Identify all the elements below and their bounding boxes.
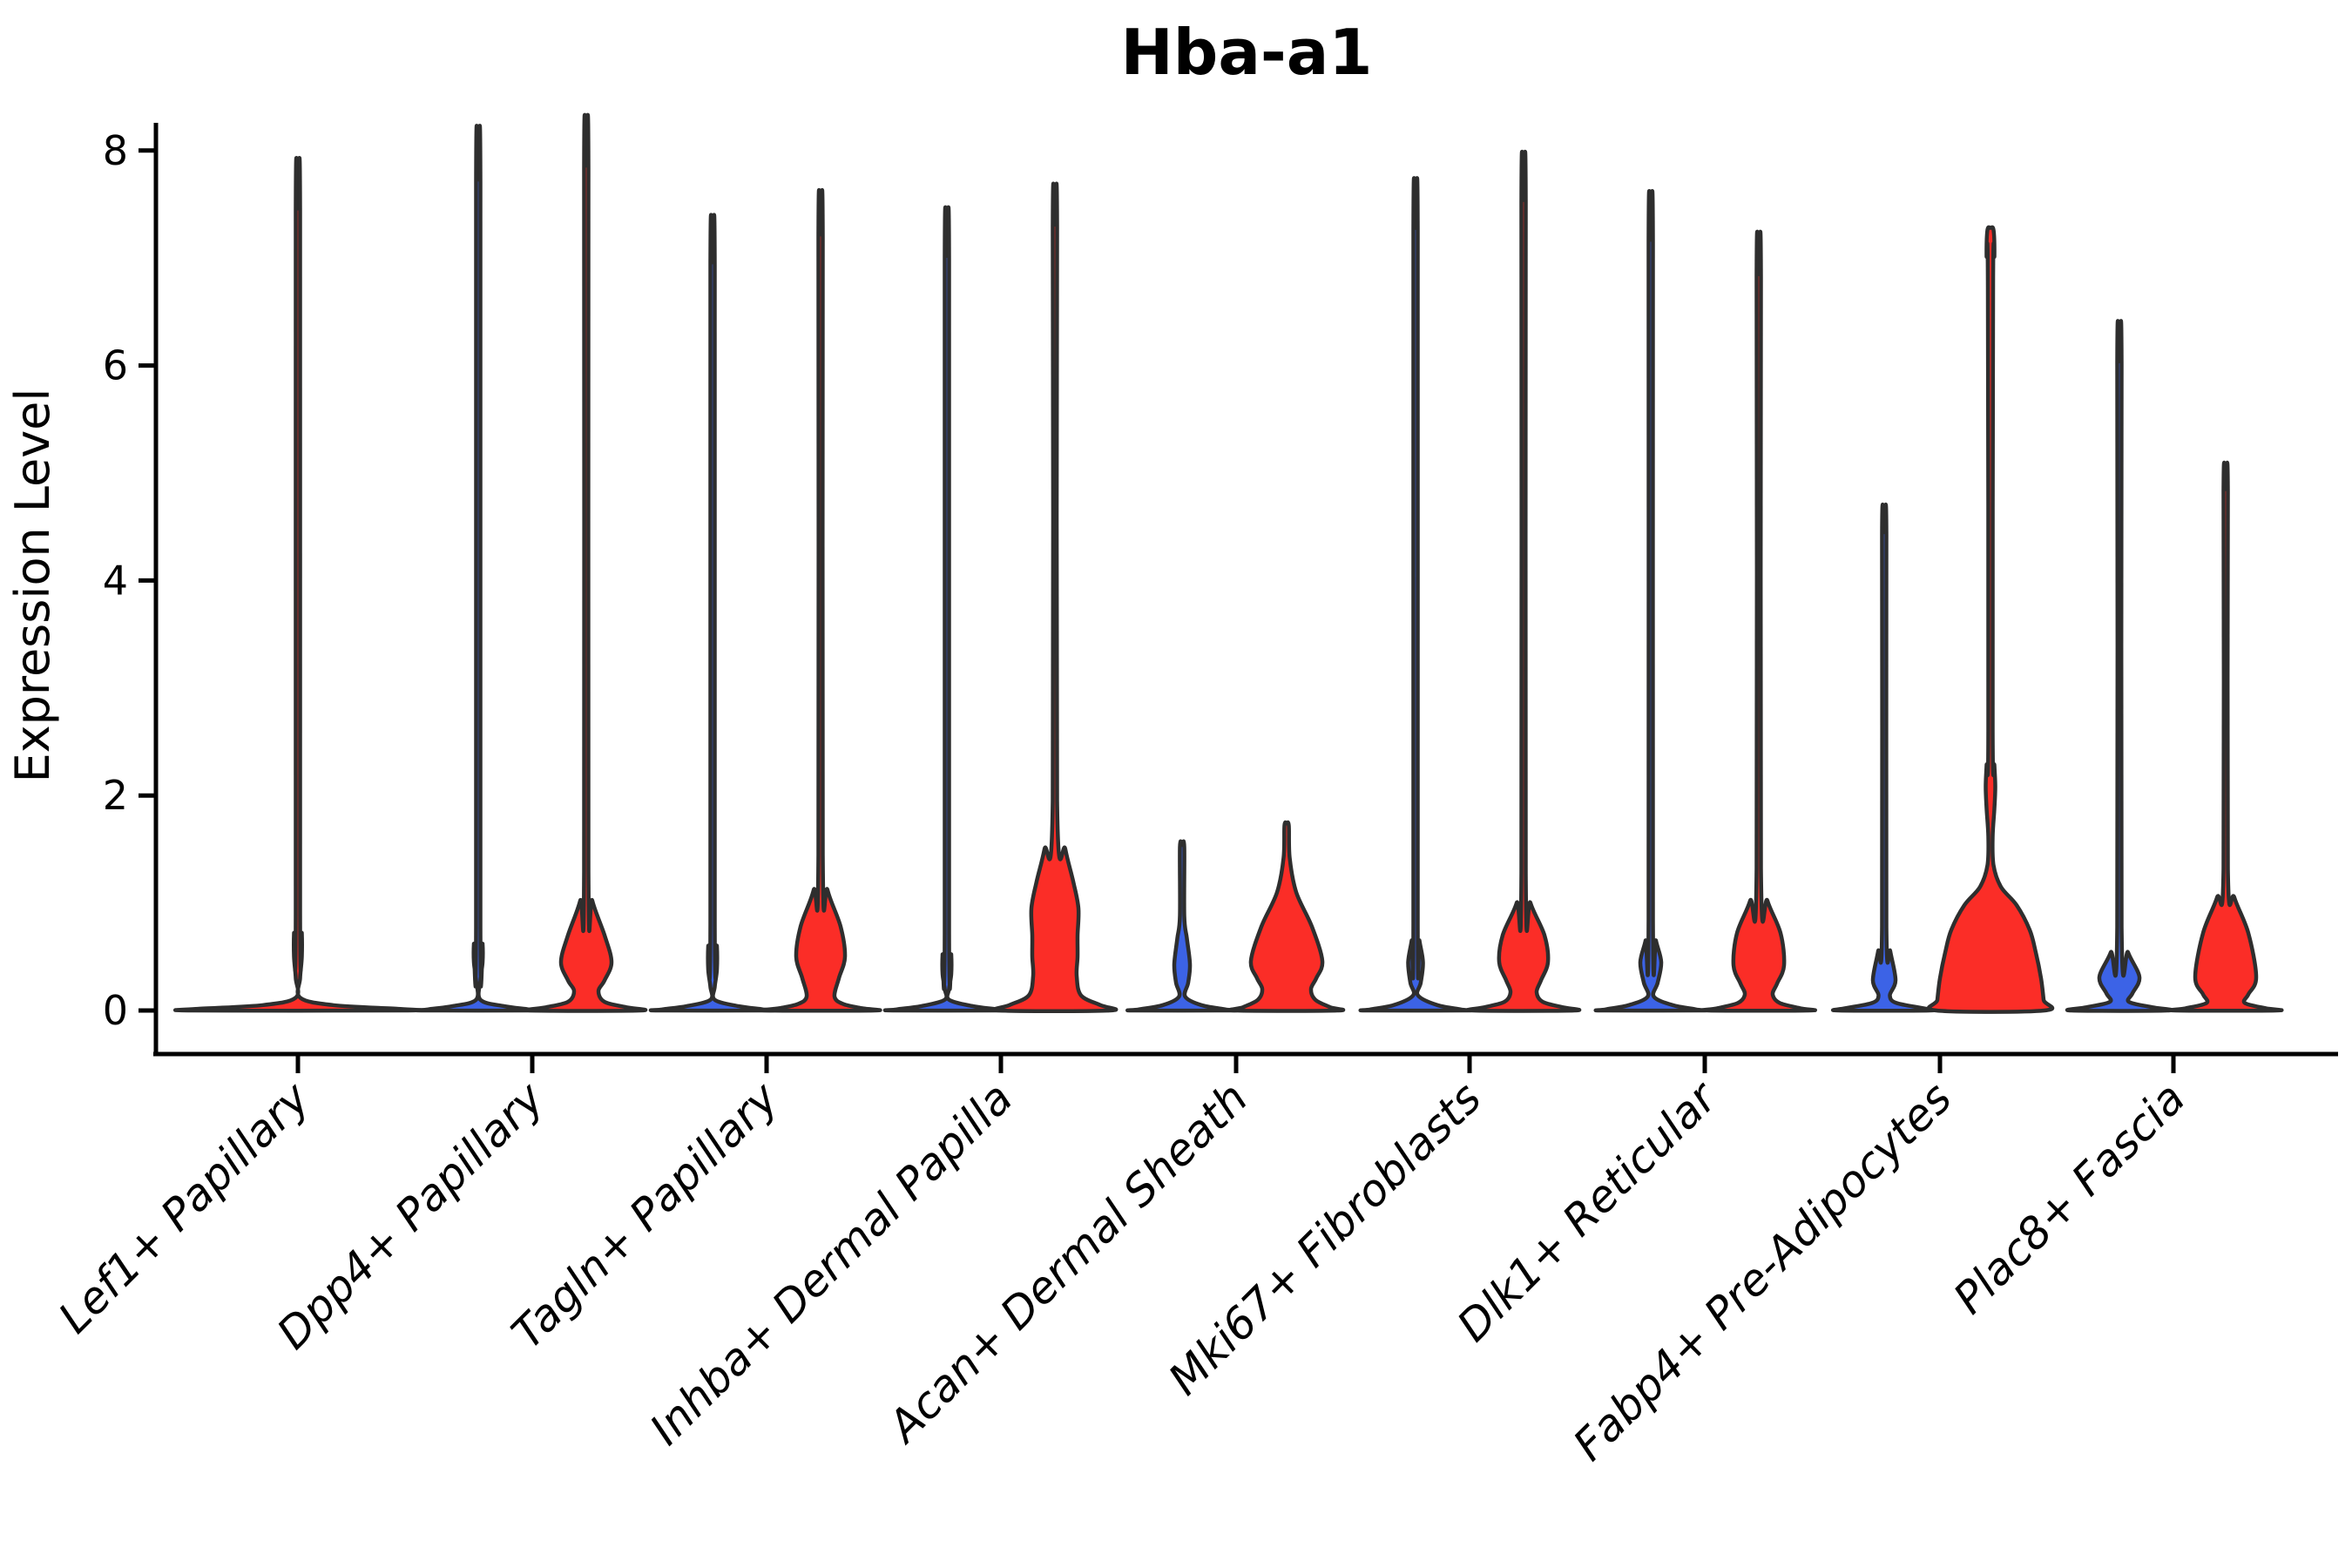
x-tick-label-dlk1-reticular: Dlk1+ Reticular — [1448, 1071, 1728, 1351]
violin-inhba-dermal-papilla-blue — [882, 205, 1011, 1013]
x-tick-label-lef1-papillary: Lef1+ Papillary — [49, 1071, 320, 1342]
y-tick-label: 0 — [103, 987, 128, 1034]
y-axis-ticks: 0 2 4 6 8 — [103, 127, 156, 1034]
y-tick-label: 6 — [103, 342, 128, 389]
violin-mki67-fibroblasts-blue — [1358, 176, 1473, 1013]
violin-tagln-papillary-blue — [648, 213, 777, 1013]
y-axis-label: Expression Level — [5, 389, 60, 783]
violin-acan-dermal-sheath-red — [1227, 820, 1346, 1013]
violin-fabp4-pre-adipocytes-red — [1926, 225, 2055, 1014]
violins-layer — [173, 112, 2284, 1014]
y-tick-label: 2 — [103, 772, 128, 819]
violin-lef1-papillary-single — [173, 156, 422, 1013]
y-tick-label: 4 — [103, 557, 128, 604]
violin-dlk1-reticular-red — [1700, 229, 1817, 1013]
violin-fabp4-pre-adipocytes-blue — [1831, 503, 1937, 1013]
violin-dpp4-papillary-red — [524, 112, 648, 1013]
violin-plac8-fascia-blue — [2065, 319, 2174, 1013]
violin-dpp4-papillary-blue — [414, 124, 543, 1013]
axes-spines — [153, 123, 2338, 1057]
plot-title: Hba-a1 — [1121, 16, 1373, 89]
x-tick-label-plac8-fascia: Plac8+ Fascia — [1944, 1072, 2195, 1323]
violin-dlk1-reticular-blue — [1593, 189, 1708, 1013]
y-tick-label: 8 — [103, 127, 128, 174]
violin-plac8-fascia-red — [2167, 460, 2284, 1013]
violin-acan-dermal-sheath-blue — [1125, 839, 1239, 1013]
violin-inhba-dermal-papilla-red — [991, 181, 1119, 1013]
violin-mki67-fibroblasts-red — [1465, 150, 1582, 1013]
x-tick-label-fabp4-pre-adipocytes: Fabp4+ Pre-Adipocytes — [1564, 1072, 1962, 1470]
violin-tagln-papillary-red — [759, 188, 882, 1013]
